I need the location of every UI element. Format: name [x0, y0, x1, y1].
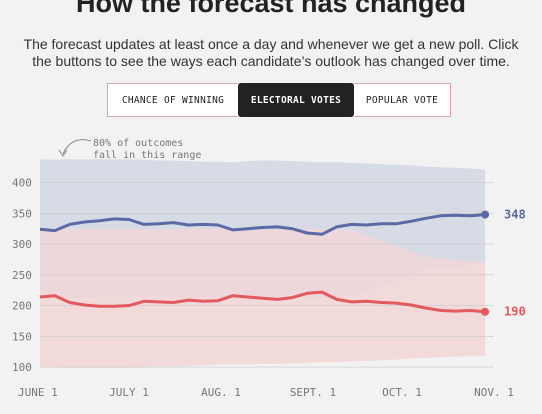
- y-tick-label: 400: [12, 177, 32, 190]
- x-tick-label: AUG. 1: [201, 386, 241, 399]
- electoral-votes-chart: 100 150 200 250 300 350 400 JUNE 1 JULY 1 AUG. 1 S…: [12, 138, 526, 399]
- page-title: How the forecast has changed: [75, 0, 467, 18]
- y-tick-label: 350: [12, 207, 32, 220]
- x-tick-label: OCT. 1: [382, 386, 422, 399]
- tick-labels: 100 150 200 250 300 350 400 JUNE 1 JULY 1 AUG. 1 S…: [12, 177, 526, 399]
- x-tick-label: JUNE 1: [18, 386, 58, 399]
- series-end-point-1: [481, 307, 490, 316]
- tab-chance-of-winning[interactable]: CHANCE OF WINNING: [107, 83, 238, 117]
- series-lines: [39, 210, 490, 316]
- series-line-0: [39, 213, 486, 236]
- y-tick-label: 200: [12, 300, 32, 313]
- x-tick-label: NOV. 1: [474, 386, 514, 399]
- page-subtitle: The forecast updates at least once a day…: [0, 36, 542, 70]
- series-end-label-1: 190: [504, 305, 526, 319]
- y-tick-label: 300: [12, 238, 32, 251]
- series-end-label-0: 348: [504, 208, 526, 222]
- tab-electoral-votes[interactable]: ELECTORAL VOTES: [238, 83, 354, 117]
- y-tick-label: 150: [12, 330, 32, 343]
- series-line-1: [39, 290, 486, 314]
- series-end-point-0: [481, 210, 490, 219]
- annotation-line-2: fall in this range: [93, 150, 201, 161]
- subtitle-line-2: the buttons to see the ways each candida…: [32, 53, 510, 69]
- annotation-arrow: [62, 139, 92, 155]
- annotation-arrowhead: [58, 149, 68, 157]
- x-tick-label: SEPT. 1: [290, 386, 336, 399]
- tab-popular-vote[interactable]: POPULAR VOTE: [354, 83, 451, 117]
- y-tick-label: 250: [12, 269, 32, 282]
- x-tick-label: JULY 1: [109, 386, 149, 399]
- annotation-line-1: 80% of outcomes: [93, 138, 183, 149]
- subtitle-line-1: The forecast updates at least once a day…: [23, 36, 519, 52]
- y-tick-label: 100: [12, 361, 32, 374]
- metric-toggle: CHANCE OF WINNING ELECTORAL VOTES POPULA…: [107, 83, 451, 117]
- range-annotation: 80% of outcomes fall in this range: [58, 138, 201, 161]
